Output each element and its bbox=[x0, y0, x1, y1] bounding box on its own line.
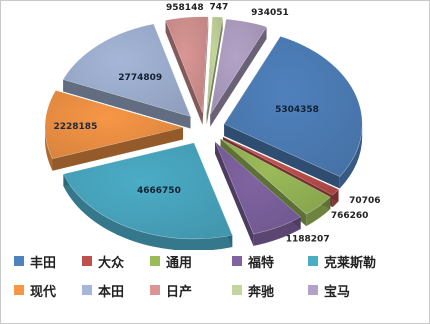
data-label-本田: 2774809 bbox=[118, 73, 162, 83]
pie-slice-奔驰 bbox=[206, 16, 223, 113]
pie-slice-wall bbox=[63, 174, 233, 250]
data-label-福特: 1188207 bbox=[286, 234, 330, 244]
pie-slice-wall bbox=[339, 124, 363, 189]
legend-item-大众: 大众 bbox=[82, 252, 150, 271]
legend-item-丰田: 丰田 bbox=[14, 252, 82, 271]
pie-slice-edge bbox=[215, 141, 254, 246]
pie-slice-现代 bbox=[44, 90, 185, 160]
pie-slice-edge bbox=[165, 20, 203, 125]
pie-slice-side bbox=[165, 16, 209, 125]
pie-slice-edge bbox=[206, 17, 223, 125]
legend-label: 宝马 bbox=[324, 284, 351, 300]
data-label-现代: 2228185 bbox=[54, 122, 98, 132]
pie-slice-edge bbox=[63, 79, 191, 129]
data-label-大众: 70706 bbox=[349, 196, 380, 206]
legend-swatch bbox=[82, 285, 92, 295]
data-label-通用: 766260 bbox=[331, 211, 369, 221]
pie-slice-福特 bbox=[214, 141, 302, 235]
legend-swatch bbox=[14, 256, 24, 266]
legend-item-现代: 现代 bbox=[14, 281, 82, 300]
pie-slice-宝马 bbox=[209, 18, 268, 115]
legend-item-福特: 福特 bbox=[232, 252, 308, 271]
legend-swatch bbox=[308, 285, 318, 295]
legend-swatch bbox=[14, 285, 24, 295]
pie-slice-wall bbox=[45, 127, 53, 171]
legend-label: 大众 bbox=[98, 255, 125, 271]
legend-swatch bbox=[150, 285, 160, 295]
legend-item-奔驰: 奔驰 bbox=[232, 281, 308, 300]
legend-swatch bbox=[308, 256, 318, 266]
legend-label: 本田 bbox=[98, 284, 125, 300]
data-label-宝马: 934051 bbox=[251, 8, 289, 18]
legend-label: 日产 bbox=[166, 284, 193, 300]
legend-swatch bbox=[232, 285, 242, 295]
pie-slice-edge bbox=[210, 26, 267, 127]
chart-legend: 丰田 大众 通用 福特 克莱斯勒现代 本田 日产 奔驰 宝马 bbox=[14, 252, 424, 300]
legend-label: 通用 bbox=[166, 255, 193, 271]
data-label-奔驰: 747 bbox=[209, 2, 228, 12]
legend-label: 福特 bbox=[248, 255, 275, 271]
legend-label: 奔驰 bbox=[248, 284, 275, 300]
legend-item-本田: 本田 bbox=[82, 281, 150, 300]
pie-slice-edge bbox=[224, 124, 340, 189]
pie-slice-wall bbox=[253, 217, 301, 246]
legend-item-通用: 通用 bbox=[150, 252, 232, 271]
pie-slice-通用 bbox=[220, 138, 331, 215]
legend-swatch bbox=[82, 256, 92, 266]
pie-plot: 5304358 70706 766260 1188207 4666750 2228185 2… bbox=[44, 2, 380, 250]
pie-slice-克莱斯勒 bbox=[62, 142, 233, 240]
legend-item-克莱斯勒: 克莱斯勒 bbox=[308, 252, 418, 271]
pie-slice-大众 bbox=[222, 136, 340, 196]
legend-label: 克莱斯勒 bbox=[324, 255, 377, 271]
pie-slice-丰田 bbox=[223, 36, 363, 177]
legend-item-宝马: 宝马 bbox=[308, 281, 418, 300]
legend-label: 现代 bbox=[30, 284, 57, 300]
legend-swatch bbox=[232, 256, 242, 266]
data-label-克莱斯勒: 4666750 bbox=[137, 186, 181, 196]
data-label-丰田: 5304358 bbox=[275, 105, 319, 115]
pie-slice-日产 bbox=[165, 16, 209, 113]
data-label-日产: 958148 bbox=[166, 3, 204, 13]
legend-swatch bbox=[150, 256, 160, 266]
pie-slice-edge bbox=[52, 127, 184, 171]
legend-label: 丰田 bbox=[30, 255, 57, 271]
pie-slice-edge bbox=[202, 16, 209, 125]
legend-item-日产: 日产 bbox=[150, 281, 232, 300]
pie-slice-本田 bbox=[62, 23, 191, 117]
